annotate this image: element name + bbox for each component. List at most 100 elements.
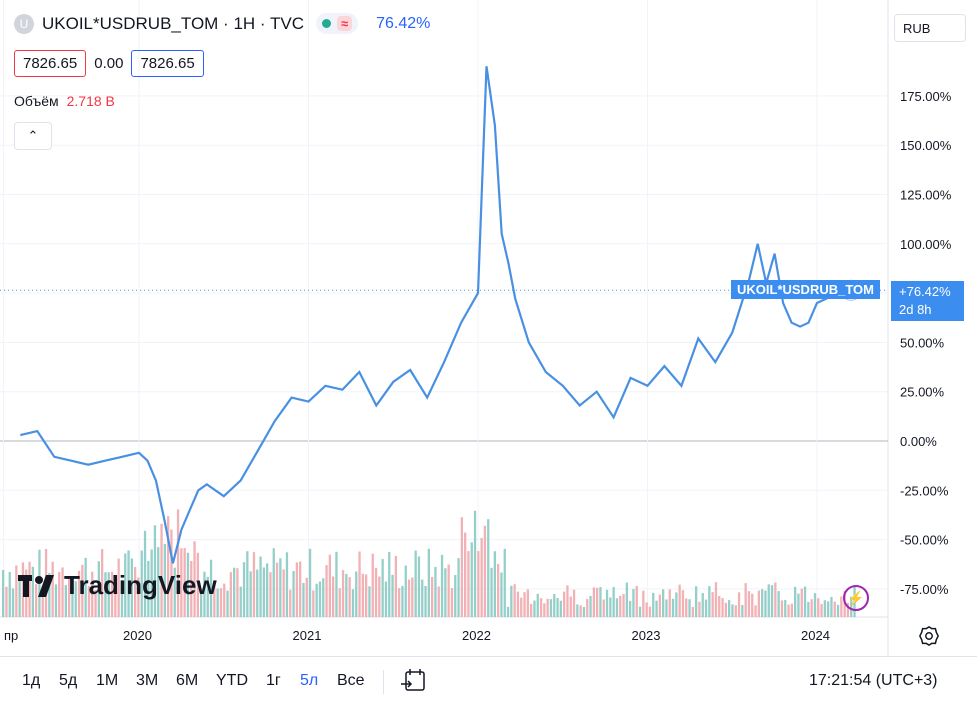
volume-bar [289, 589, 292, 617]
buy-price[interactable]: 7826.65 [131, 50, 204, 77]
volume-bar [259, 556, 262, 617]
volume-bar [81, 564, 84, 617]
tradingview-logo-icon [18, 574, 54, 597]
symbol-title[interactable]: UKOIL*USDRUB_TOM · 1H · TVC [42, 13, 304, 33]
volume-bar [358, 551, 361, 617]
volume-bar [421, 579, 424, 617]
volume-bar [384, 581, 388, 617]
volume-bar [5, 586, 8, 617]
range-button-0[interactable]: 1д [22, 672, 41, 689]
collapse-legend-button[interactable]: ⌃ [14, 122, 52, 150]
range-button-7[interactable]: 5л [300, 672, 319, 689]
volume-bar [322, 578, 325, 617]
volume-bar [216, 588, 219, 617]
price-chart[interactable]: 175.00%150.00%125.00%100.00%75.00%50.00%… [0, 0, 977, 656]
volume-bar [269, 572, 272, 617]
volume-bar [596, 587, 599, 617]
volume-bar [444, 568, 447, 617]
volume-bar [629, 600, 632, 617]
volume-bar [127, 550, 130, 617]
volume-bar [500, 572, 503, 617]
range-button-5[interactable]: YTD [216, 672, 248, 689]
volume-bar [526, 589, 529, 617]
sell-price[interactable]: 7826.65 [14, 50, 87, 77]
volume-bar [473, 510, 477, 617]
y-tick-label: 100.00% [900, 237, 952, 252]
volume-bar [536, 593, 539, 617]
volume-bar [470, 542, 473, 617]
volume-bar [279, 558, 282, 617]
volume-bar [813, 593, 817, 617]
volume-bar [770, 585, 774, 617]
volume-bar [563, 591, 566, 617]
volume-bar [602, 599, 605, 617]
volume-bar [117, 558, 120, 617]
volume-bar [348, 577, 351, 617]
y-tick-label: -50.00% [900, 533, 949, 548]
volume-bar [61, 567, 64, 617]
range-button-2[interactable]: 1М [96, 672, 119, 689]
volume-bar [147, 560, 150, 617]
volume-bar [35, 584, 38, 617]
volume-bar [635, 585, 638, 617]
volume-bar [315, 583, 318, 617]
volume-bar [708, 586, 711, 617]
volume-bar [764, 590, 767, 617]
volume-bar [31, 566, 34, 617]
lightning-icon[interactable]: ⚡ [843, 585, 869, 611]
volume-bar [477, 551, 480, 617]
volume-bar [302, 582, 305, 617]
market-status[interactable]: ≈ [315, 13, 359, 34]
volume-bar [28, 561, 31, 617]
range-button-8[interactable]: Все [337, 672, 365, 689]
volume-bar [820, 604, 823, 617]
volume-bar [761, 589, 764, 617]
volume-bar [424, 586, 427, 617]
chevron-up-icon: ⌃ [27, 128, 39, 143]
volume-bar [457, 558, 460, 617]
volume-bar [744, 583, 747, 617]
y-tick-label: 150.00% [900, 138, 952, 153]
volume-bar [8, 572, 11, 617]
volume-bar [219, 588, 223, 617]
volume-bar [549, 599, 553, 617]
volume-bar [325, 565, 328, 617]
volume-bar [101, 549, 104, 617]
settings-gear-icon[interactable] [918, 625, 940, 647]
range-button-3[interactable]: 3М [136, 672, 159, 689]
range-button-6[interactable]: 1г [266, 672, 281, 689]
volume-bar [64, 585, 67, 617]
currency-button[interactable]: RUB [894, 14, 966, 42]
volume-bar [827, 601, 830, 617]
volume-bar [335, 551, 338, 617]
clock-timezone[interactable]: 17:21:54 (UTC+3) [809, 672, 938, 689]
volume-bar [2, 569, 5, 617]
volume-bar [140, 550, 143, 617]
volume-bar [292, 570, 295, 617]
volume-legend: Объём 2.718 B [14, 93, 115, 109]
goto-date-icon[interactable] [400, 668, 428, 694]
symbol-legend[interactable]: U UKOIL*USDRUB_TOM · 1H · TVC ≈ 76.42% [14, 13, 430, 34]
volume-bar [71, 588, 74, 617]
volume-bar [648, 606, 652, 617]
range-button-4[interactable]: 6М [176, 672, 199, 689]
volume-bar [569, 596, 572, 617]
volume-bar [15, 565, 18, 617]
volume-bar [464, 532, 467, 617]
volume-bar [658, 594, 661, 617]
volume-bar [539, 598, 543, 617]
volume-bar [794, 586, 797, 617]
volume-bar [160, 523, 163, 617]
range-button-1[interactable]: 5д [59, 672, 78, 689]
volume-bar [497, 563, 500, 617]
volume-bar [120, 579, 124, 617]
volume-bar [642, 590, 645, 617]
volume-bar [718, 595, 721, 617]
volume-bar [625, 582, 628, 617]
volume-bar [411, 577, 414, 617]
volume-bar [236, 568, 239, 617]
volume-bar [714, 582, 718, 617]
symbol-logo: U [14, 13, 34, 34]
volume-bar [401, 585, 404, 617]
volume-bar [167, 516, 170, 617]
